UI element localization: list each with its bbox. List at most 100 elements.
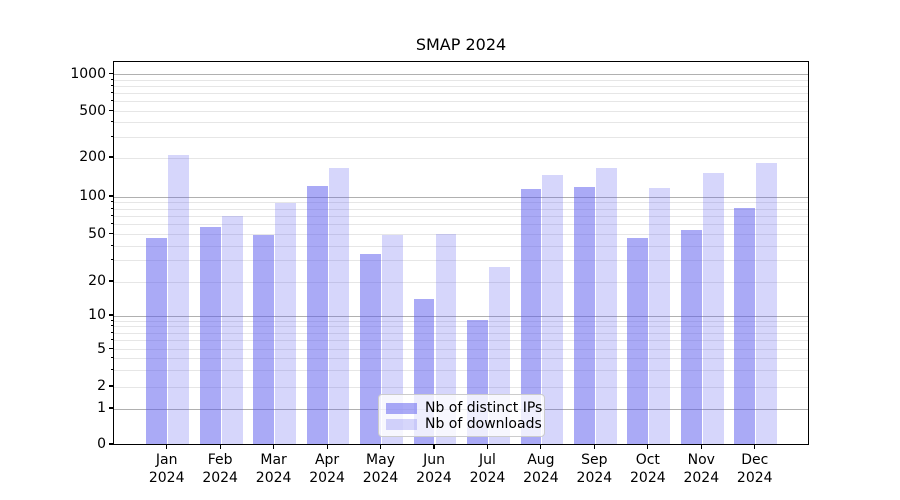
- y-tick-mark: [109, 314, 113, 316]
- major-gridline: [114, 315, 808, 317]
- y-tick-label: 50: [88, 225, 106, 242]
- y-tick-label: 10: [88, 307, 106, 323]
- x-tick-label: Jun 2024: [406, 452, 462, 487]
- minor-gridline: [114, 79, 808, 81]
- major-gridline: [114, 196, 808, 198]
- bar-downloads: [595, 167, 617, 444]
- legend-swatch-downloads-icon: [386, 418, 417, 430]
- bar-distinct-ips: [306, 185, 328, 444]
- minor-gridline: [114, 260, 808, 262]
- x-tick-year: 2024: [630, 469, 666, 486]
- bar-downloads: [702, 173, 724, 444]
- minor-gridline: [114, 157, 808, 159]
- y-tick-label: 200: [79, 149, 106, 165]
- minor-gridline: [114, 234, 808, 235]
- bar-downloads: [435, 233, 457, 444]
- x-tick-year: 2024: [148, 469, 185, 486]
- minor-gridline: [114, 93, 808, 95]
- y-minor-tick-mark: [110, 357, 113, 359]
- y-tick-label: 1: [97, 400, 106, 416]
- y-tick-mark: [109, 280, 113, 282]
- minor-gridline: [114, 340, 808, 342]
- legend-label: Nb of distinct IPs: [425, 400, 543, 416]
- x-tick-mark: [593, 445, 595, 449]
- x-tick-label: Dec 2024: [727, 452, 783, 487]
- bar-distinct-ips: [520, 189, 542, 444]
- y-minor-tick-mark: [110, 92, 113, 94]
- y-tick-label: 100: [79, 188, 106, 204]
- y-minor-tick-mark: [110, 319, 113, 321]
- y-tick-mark: [109, 232, 113, 235]
- legend-swatch-distinct-ips-icon: [386, 402, 417, 414]
- x-tick-year: 2024: [309, 469, 345, 486]
- x-tick-mark: [219, 445, 221, 449]
- x-tick-year: 2024: [255, 469, 292, 486]
- minor-gridline: [114, 320, 808, 322]
- y-minor-tick-mark: [110, 339, 113, 341]
- x-tick-label: Nov 2024: [673, 452, 729, 487]
- bar-distinct-ips: [146, 237, 168, 444]
- x-tick-year: 2024: [416, 469, 452, 486]
- bar-downloads: [756, 162, 778, 444]
- x-tick-mark: [754, 445, 756, 449]
- y-minor-tick-mark: [110, 259, 113, 261]
- x-tick-mark: [486, 445, 488, 449]
- y-tick-mark: [109, 195, 113, 197]
- minor-gridline: [114, 122, 808, 124]
- minor-gridline: [114, 349, 808, 350]
- x-tick-label: Jan 2024: [139, 452, 195, 487]
- bar-downloads: [168, 154, 190, 444]
- bar-downloads: [649, 188, 671, 444]
- x-tick-label: Jul 2024: [459, 452, 515, 487]
- minor-gridline: [114, 326, 808, 328]
- x-tick-year: 2024: [362, 469, 399, 486]
- minor-gridline: [114, 208, 808, 210]
- minor-gridline: [114, 332, 808, 334]
- x-tick-label: Aug 2024: [513, 452, 569, 487]
- x-tick-mark: [273, 445, 275, 449]
- x-tick-label: Sep 2024: [566, 452, 622, 487]
- y-minor-tick-mark: [110, 223, 113, 225]
- minor-gridline: [114, 369, 808, 371]
- bar-downloads: [382, 234, 403, 444]
- y-tick-label: 0: [97, 436, 106, 452]
- y-tick-label: 2: [97, 378, 106, 394]
- minor-gridline: [114, 245, 808, 247]
- x-tick-year: 2024: [683, 469, 720, 486]
- bar-distinct-ips: [627, 237, 649, 444]
- y-minor-tick-mark: [110, 100, 113, 102]
- x-tick-label: Mar 2024: [246, 452, 302, 487]
- bar-downloads: [275, 202, 296, 444]
- minor-gridline: [114, 224, 808, 226]
- x-tick-label: Oct 2024: [620, 452, 676, 487]
- y-tick-mark: [109, 347, 113, 350]
- y-minor-tick-mark: [110, 244, 113, 246]
- x-tick-mark: [647, 445, 649, 449]
- y-tick-label: 500: [79, 102, 106, 119]
- y-minor-tick-mark: [110, 201, 113, 203]
- minor-gridline: [114, 136, 808, 138]
- legend: Nb of distinct IPs Nb of downloads: [378, 394, 545, 437]
- bar-distinct-ips: [360, 253, 382, 444]
- x-tick-year: 2024: [576, 469, 613, 486]
- bar-distinct-ips: [199, 227, 221, 444]
- y-minor-tick-mark: [110, 207, 113, 209]
- chart-title: SMAP 2024: [415, 35, 507, 54]
- minor-gridline: [114, 101, 808, 103]
- x-tick-label: May 2024: [353, 452, 409, 487]
- y-tick-mark: [109, 109, 113, 112]
- bar-downloads: [221, 216, 243, 444]
- legend-item-downloads: Nb of downloads: [386, 416, 542, 432]
- x-tick-mark: [379, 445, 382, 449]
- x-tick-mark: [700, 445, 702, 449]
- minor-gridline: [114, 215, 808, 217]
- y-tick-mark: [109, 156, 113, 158]
- y-minor-tick-mark: [110, 368, 113, 370]
- bar-downloads: [542, 175, 564, 444]
- major-gridline: [114, 74, 808, 75]
- y-tick-label: 5: [97, 340, 106, 357]
- legend-item-distinct-ips: Nb of distinct IPs: [386, 400, 542, 416]
- minor-gridline: [114, 85, 808, 87]
- y-tick-label: 1000: [70, 65, 106, 82]
- x-tick-mark: [166, 445, 168, 449]
